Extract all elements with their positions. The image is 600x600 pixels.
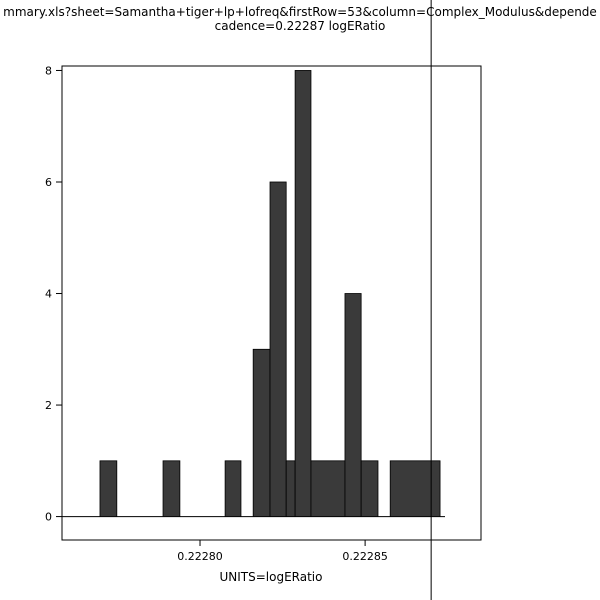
chart-title-line2: cadence=0.22287 logERatio xyxy=(215,19,386,33)
x-axis-label: UNITS=logERatio xyxy=(220,570,323,584)
x-tick-label: 0.22285 xyxy=(342,550,388,563)
y-tick-label: 0 xyxy=(45,511,52,524)
histogram-bar xyxy=(224,460,242,517)
histogram-bar xyxy=(294,70,312,517)
histogram-bar xyxy=(252,348,271,517)
y-tick-label: 2 xyxy=(45,399,52,412)
histogram-bar xyxy=(99,460,118,517)
histogram-bar xyxy=(269,181,287,517)
x-tick-label: 0.22280 xyxy=(177,550,223,563)
chart-title-line1: mmary.xls?sheet=Samantha+tiger+lp+lofreq… xyxy=(3,5,597,19)
histogram-bar xyxy=(285,460,296,517)
histogram-bar xyxy=(389,460,441,517)
plot-frame xyxy=(61,65,482,541)
histogram-bar xyxy=(344,293,362,517)
y-tick-label: 6 xyxy=(45,176,52,189)
histogram-bar xyxy=(310,460,346,517)
plot-area xyxy=(62,70,446,518)
y-tick-label: 4 xyxy=(45,288,52,301)
axis-layer: 0.22280 0.22285 0 2 4 6 8 xyxy=(45,64,388,563)
histogram-bar xyxy=(162,460,181,517)
histogram-bar xyxy=(360,460,379,517)
y-tick-label: 8 xyxy=(45,64,52,77)
